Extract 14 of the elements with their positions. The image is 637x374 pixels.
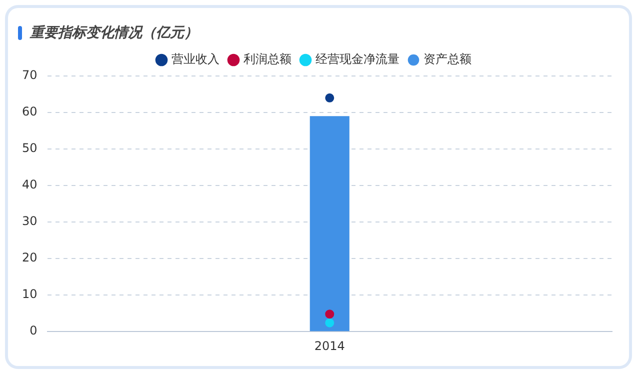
y-tick-label: 30 — [22, 214, 38, 228]
legend-label: 经营现金净流量 — [316, 52, 400, 66]
y-tick-label: 60 — [22, 104, 38, 119]
y-tick-label: 0 — [30, 324, 38, 338]
chart-title: 重要指标变化情况（亿元） — [30, 24, 198, 42]
y-tick-label: 20 — [22, 250, 38, 265]
x-tick-label: 2014 — [314, 338, 345, 353]
y-tick-label: 10 — [22, 287, 38, 302]
legend-label: 利润总额 — [244, 52, 292, 66]
y-tick-label: 70 — [22, 68, 38, 82]
y-tick-label: 40 — [22, 178, 38, 192]
legend-label: 资产总额 — [424, 52, 472, 66]
legend-label: 营业收入 — [172, 52, 220, 66]
y-tick-label: 50 — [22, 141, 38, 156]
